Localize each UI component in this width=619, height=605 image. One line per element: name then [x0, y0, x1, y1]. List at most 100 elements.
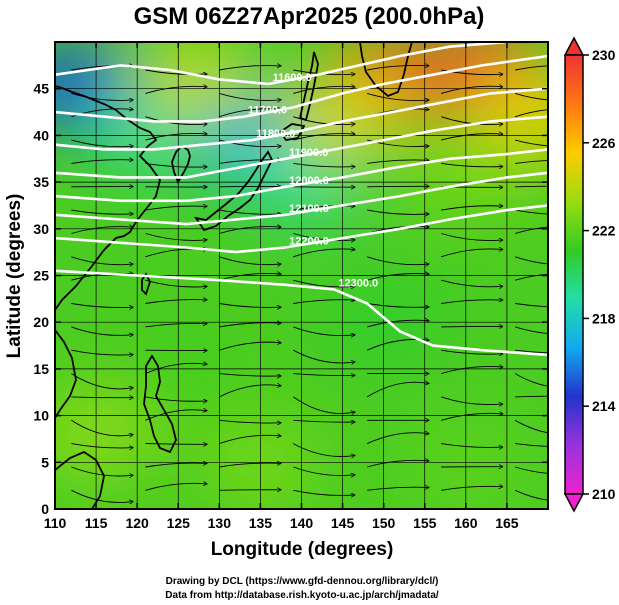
contour-12300.0	[55, 269, 548, 357]
streamline-60	[367, 303, 429, 308]
x-axis-ticks: 110 115 120 125 130 135 140 145 150 155 160 165	[44, 42, 519, 531]
contour-11900.0	[55, 115, 548, 179]
streamline-30	[219, 385, 281, 398]
streamline-18	[367, 433, 429, 445]
streamline-102	[367, 160, 429, 164]
streamline-14	[71, 443, 133, 448]
x-tick-label-130: 130	[208, 515, 232, 531]
streamline-46	[367, 339, 429, 351]
coastline-japan	[194, 150, 274, 232]
contour-11600.0	[55, 42, 508, 86]
streamline-58	[219, 303, 281, 308]
contour-12200.0	[55, 204, 548, 254]
plot-area: 11600.0 11700.0 11800.0 11900.0 12000.0 12100…	[55, 42, 548, 509]
streamline-31	[293, 396, 355, 414]
streamline-32	[366, 382, 429, 398]
streamline-83	[514, 226, 548, 234]
streamline-75	[441, 249, 503, 258]
contour-label-11900.0: 11900.0	[289, 147, 328, 159]
x-tick-label-160: 160	[454, 515, 478, 531]
x-tick-label-145: 145	[331, 515, 355, 531]
streamline-130	[367, 65, 429, 71]
coastline-indochina	[55, 329, 77, 419]
colorbar-tick-label-222: 222	[592, 223, 616, 239]
contour-label-11700.0: 11700.0	[248, 105, 287, 117]
streamline-23	[219, 419, 281, 423]
streamline-35	[71, 373, 133, 389]
contour-12100.0	[55, 171, 548, 226]
streamline-40	[441, 366, 503, 375]
streamline-0	[71, 489, 133, 502]
y-tick-label-45: 45	[33, 81, 49, 97]
streamline-76	[514, 256, 548, 265]
x-tick-label-140: 140	[290, 515, 314, 531]
x-tick-label-155: 155	[413, 515, 437, 531]
streamline-5	[441, 486, 503, 491]
colorbar-tick-label-214: 214	[592, 398, 616, 414]
streamline-99	[145, 162, 207, 167]
streamline-24	[293, 420, 355, 422]
coastlines	[55, 42, 413, 509]
streamline-28	[71, 397, 133, 398]
colorbar-tick-label-226: 226	[592, 135, 616, 151]
streamline-41	[514, 373, 548, 387]
y-tick-label-5: 5	[41, 454, 49, 470]
streamline-90	[515, 209, 548, 215]
y-tick-label-35: 35	[33, 174, 49, 190]
x-tick-label-125: 125	[167, 515, 191, 531]
streamline-7	[71, 466, 133, 476]
streamline-114	[219, 109, 281, 118]
height-contours: 11600.0 11700.0 11800.0 11900.0 12000.0 12100…	[55, 42, 548, 357]
streamline-6	[514, 489, 548, 501]
streamline-128	[219, 66, 281, 71]
contour-12000.0	[55, 148, 548, 203]
streamline-8	[145, 463, 207, 468]
credit-data: Data from http://database.rish.kyoto-u.a…	[165, 590, 439, 601]
streamline-13	[514, 466, 548, 474]
streamline-56	[71, 303, 133, 308]
y-tick-label-0: 0	[41, 501, 49, 517]
streamline-124	[441, 86, 503, 94]
coastline-china	[55, 85, 161, 311]
streamline-67	[367, 274, 429, 281]
coastline-kamchatka	[359, 42, 413, 98]
streamline-98	[71, 160, 133, 164]
contour-11700.0	[55, 54, 548, 123]
streamline-74	[367, 256, 429, 265]
streamline-34	[515, 395, 548, 398]
y-axis-ticks: 0 5 10 15 20 25 30 35 40 45	[33, 81, 548, 517]
coastline-philippines	[143, 354, 177, 454]
streamline-21	[71, 419, 133, 436]
field-blob-4	[132, 42, 257, 126]
streamline-127	[145, 69, 207, 74]
x-tick-label-120: 120	[125, 515, 149, 531]
colorbar-bar	[564, 54, 584, 495]
streamline-42	[71, 349, 133, 355]
coastline-korea	[171, 144, 191, 185]
contour-label-12200.0: 12200.0	[289, 236, 329, 248]
streamline-9	[219, 463, 281, 468]
streamline-55	[514, 326, 548, 334]
x-tick-label-115: 115	[85, 515, 108, 531]
streamline-97	[515, 185, 548, 188]
streamline-68	[441, 279, 503, 287]
streamline-51	[219, 323, 281, 328]
streamline-105	[71, 139, 133, 147]
streamline-111	[514, 139, 548, 147]
wind-streamlines	[71, 65, 548, 502]
contour-label-11600.0: 11600.0	[273, 72, 312, 84]
y-tick-label-40: 40	[33, 127, 49, 143]
streamline-82	[441, 233, 503, 241]
streamline-78	[145, 233, 207, 241]
streamline-106	[145, 133, 207, 141]
streamline-103	[441, 162, 503, 166]
x-tick-label-110: 110	[44, 515, 67, 531]
x-tick-label-165: 165	[495, 515, 519, 531]
colorbar-ticks: 210 214 218 222 226 230	[583, 47, 616, 502]
streamline-80	[293, 233, 355, 241]
streamline-59	[293, 300, 355, 304]
streamline-50	[145, 323, 207, 328]
streamline-38	[293, 374, 355, 376]
streamline-85	[145, 206, 207, 211]
streamline-26	[441, 413, 503, 421]
